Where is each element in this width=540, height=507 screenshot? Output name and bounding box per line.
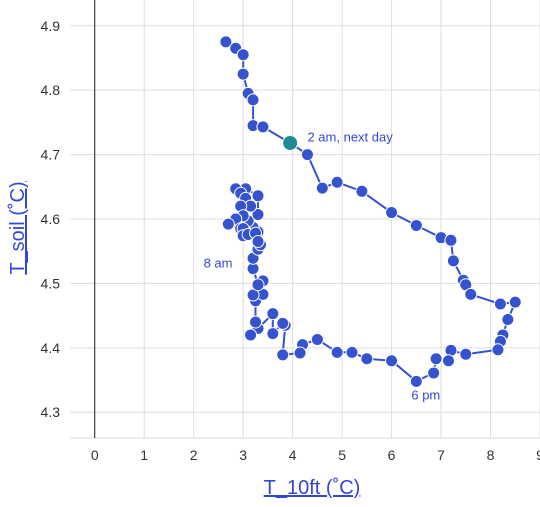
- y-tick-label: 4.6: [41, 211, 61, 227]
- y-axis-title: T_soil (˚C): [7, 181, 29, 274]
- data-point: [251, 278, 265, 292]
- x-tick-label: 8: [487, 447, 495, 463]
- data-point: [444, 233, 458, 247]
- data-point: [330, 345, 344, 359]
- data-point: [508, 295, 522, 309]
- data-point: [276, 348, 290, 362]
- data-point: [493, 297, 507, 311]
- data-point: [251, 207, 265, 221]
- y-tick-labels: 4.3 4.4 4.5 4.6 4.7 4.8 4.9: [41, 18, 61, 420]
- data-point: [221, 217, 235, 231]
- data-point: [409, 374, 423, 388]
- x-tick-labels: 0 1 2 3 4 5 6 7 8 9: [91, 447, 540, 463]
- data-point: [360, 352, 374, 366]
- y-tick-label: 4.5: [41, 275, 61, 291]
- x-tick-label: 9: [536, 447, 540, 463]
- data-point: [236, 48, 250, 62]
- data-point: [293, 346, 307, 360]
- x-axis-title: T_10ft (˚C): [264, 477, 361, 499]
- highlight-point: [282, 134, 299, 151]
- x-tick-label: 4: [289, 447, 297, 463]
- data-point: [385, 206, 399, 220]
- data-point: [266, 327, 280, 341]
- data-points: [219, 35, 522, 388]
- data-point: [251, 235, 265, 249]
- data-point: [330, 175, 344, 189]
- x-tick-label: 1: [140, 447, 148, 463]
- y-tick-label: 4.3: [41, 404, 61, 420]
- y-tick-label: 4.4: [41, 340, 61, 356]
- data-point: [300, 148, 314, 162]
- y-tick-label: 4.7: [41, 147, 61, 163]
- annotations: 2 am, next day 8 am 6 pm: [204, 130, 441, 403]
- annotation-label: 6 pm: [411, 387, 440, 402]
- x-tick-label: 3: [239, 447, 247, 463]
- data-point: [251, 189, 265, 203]
- data-point: [246, 288, 260, 302]
- data-point: [429, 352, 443, 366]
- x-tick-label: 5: [338, 447, 346, 463]
- data-point: [501, 312, 515, 326]
- data-point: [459, 347, 473, 361]
- data-point: [244, 328, 258, 342]
- data-point: [409, 218, 423, 232]
- data-point: [345, 345, 359, 359]
- x-tick-label: 0: [91, 447, 99, 463]
- x-tick-label: 2: [190, 447, 198, 463]
- data-point: [464, 287, 478, 301]
- y-tick-label: 4.9: [41, 18, 61, 34]
- data-point: [315, 181, 329, 195]
- data-point: [355, 184, 369, 198]
- data-point: [276, 316, 290, 330]
- y-tick-label: 4.8: [41, 82, 61, 98]
- data-point: [446, 254, 460, 268]
- data-point: [427, 366, 441, 380]
- data-point: [219, 35, 233, 49]
- grid: [70, 0, 540, 439]
- annotation-label: 8 am: [204, 255, 233, 270]
- x-tick-label: 6: [388, 447, 396, 463]
- data-point: [249, 315, 263, 329]
- annotation-label: 2 am, next day: [307, 130, 393, 145]
- x-tick-label: 7: [437, 447, 445, 463]
- data-point: [246, 93, 260, 107]
- data-point: [491, 343, 505, 357]
- data-point: [441, 354, 455, 368]
- data-point: [256, 120, 270, 134]
- data-point: [385, 354, 399, 368]
- data-point: [310, 332, 324, 346]
- data-point: [236, 67, 250, 81]
- data-point: [266, 307, 280, 321]
